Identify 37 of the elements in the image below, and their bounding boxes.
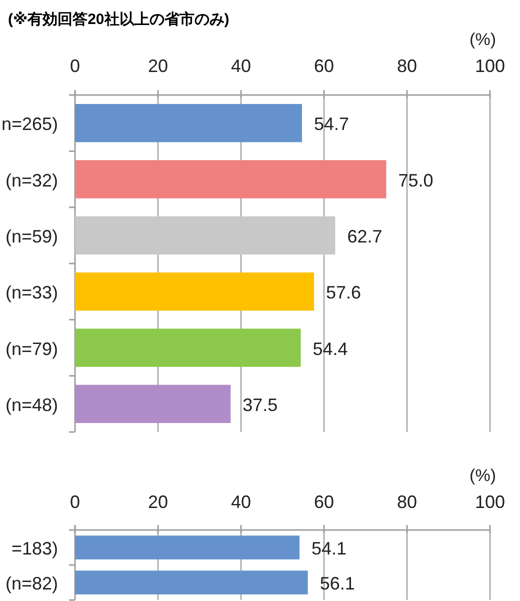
x-tick-label: 0 — [70, 492, 80, 512]
x-axis-title: (%) — [470, 466, 496, 485]
y-tick-label: (n=79) — [5, 338, 58, 359]
x-tick-label: 40 — [230, 56, 252, 76]
data-label: 57.6 — [326, 282, 362, 303]
data-label: 54.1 — [312, 538, 347, 558]
bar — [75, 104, 302, 142]
bar — [75, 272, 314, 311]
bar — [75, 384, 231, 424]
y-tick-label: (n=48) — [5, 394, 58, 415]
x-tick-label: 60 — [314, 56, 334, 76]
chart-title: (※有効回答20社以上の省市のみ) — [8, 10, 230, 28]
x-axis-title: (%) — [470, 30, 496, 49]
x-tick-label: 20 — [148, 56, 168, 76]
y-tick-label: n=265) — [1, 114, 58, 134]
x-tick-label: 60 — [314, 492, 334, 512]
bar — [75, 216, 336, 255]
y-tick-label: (n=59) — [5, 226, 58, 246]
y-tick-label: =183) — [11, 538, 58, 558]
data-label: 37.5 — [242, 394, 278, 415]
bar — [75, 328, 301, 367]
x-tick-label: 20 — [148, 492, 168, 512]
x-tick-label: 100 — [474, 492, 506, 512]
data-label: 56.1 — [320, 574, 355, 594]
x-tick-label: 100 — [474, 56, 506, 76]
x-tick-label: 80 — [396, 492, 418, 512]
y-tick-label: (n=33) — [5, 282, 58, 303]
data-label: 54.4 — [312, 338, 348, 359]
data-label: 54.7 — [314, 114, 350, 134]
data-label: 75.0 — [398, 170, 434, 190]
data-label: 62.7 — [347, 226, 382, 246]
bar — [75, 160, 386, 198]
x-tick-label: 40 — [230, 492, 252, 512]
x-tick-label: 80 — [396, 56, 418, 76]
x-tick-label: 0 — [70, 56, 80, 76]
y-tick-label: (n=82) — [5, 574, 58, 594]
y-tick-label: (n=32) — [5, 170, 58, 190]
